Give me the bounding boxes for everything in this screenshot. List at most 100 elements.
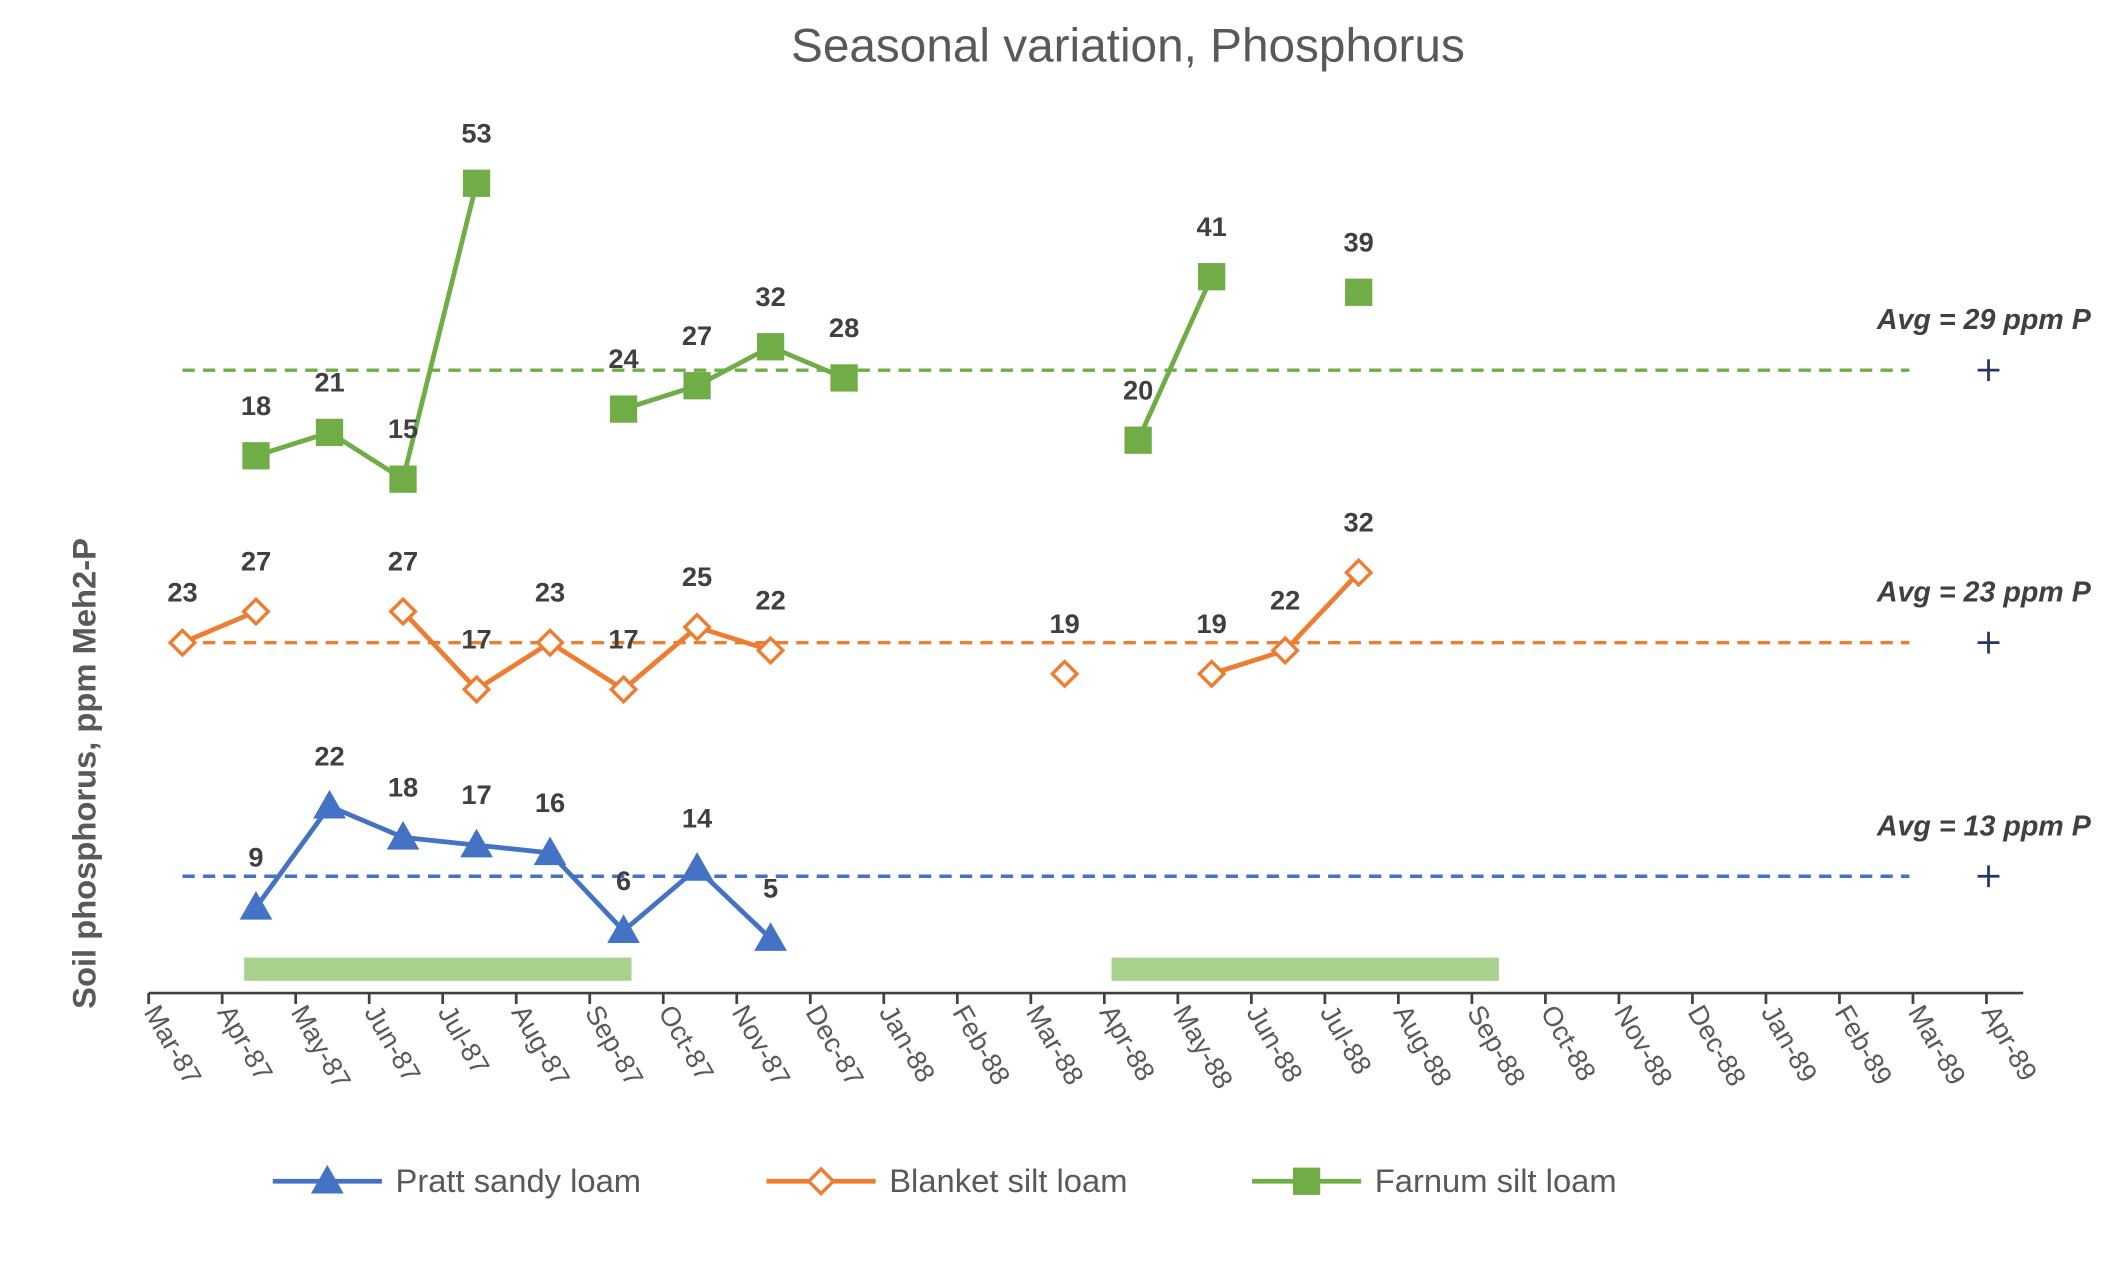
point <box>242 442 270 470</box>
legend-label: Blanket silt loam <box>889 1162 1127 1199</box>
point <box>535 627 565 658</box>
x-tick-label: Aug-88 <box>1388 1000 1459 1092</box>
point <box>462 169 491 197</box>
data-label: 16 <box>535 787 565 818</box>
data-label: 27 <box>682 320 712 351</box>
point <box>608 674 639 705</box>
data-label: 5 <box>763 873 778 904</box>
point <box>1343 557 1374 588</box>
point <box>167 627 198 658</box>
x-tick-label: Mar-88 <box>1020 1000 1090 1090</box>
chart-title: Seasonal variation, Phosphorus <box>791 20 1465 73</box>
x-tick-label: Apr-87 <box>212 1000 280 1086</box>
data-label: 22 <box>755 585 785 616</box>
x-tick-label: Oct-88 <box>1535 1000 1603 1086</box>
data-label: 6 <box>616 865 631 896</box>
data-label: 14 <box>682 803 713 834</box>
legend-marker <box>1292 1167 1321 1195</box>
point <box>241 596 271 627</box>
point <box>754 922 787 951</box>
x-tick-label: Dec-87 <box>800 1000 871 1092</box>
point <box>756 333 785 361</box>
data-label: 17 <box>461 779 491 810</box>
data-label: 28 <box>829 312 859 343</box>
y-axis-label: Soil phosphorus, ppm Meh2-P <box>65 538 102 1009</box>
point <box>315 418 344 447</box>
data-label: 32 <box>1344 507 1374 538</box>
x-tick-label: May-87 <box>285 1000 357 1094</box>
x-tick-label: Jan-89 <box>1755 1000 1824 1088</box>
legend-marker <box>310 1164 344 1194</box>
point <box>680 852 714 881</box>
point <box>1124 426 1152 454</box>
point <box>460 828 493 858</box>
average-marker <box>1977 359 2000 382</box>
data-label: 15 <box>388 413 418 444</box>
x-tick-label: Dec-88 <box>1682 1000 1753 1092</box>
point <box>388 596 418 627</box>
x-tick-label: Apr-89 <box>1976 1000 2044 1086</box>
point <box>533 836 567 866</box>
data-label: 19 <box>1196 608 1226 639</box>
data-label: 9 <box>248 841 263 872</box>
average-marker <box>1977 865 2000 888</box>
average-label: Avg = 29 ppm P <box>1876 304 2092 336</box>
x-tick-label: Feb-89 <box>1829 1000 1899 1090</box>
point <box>607 914 640 944</box>
data-label: 53 <box>461 117 491 148</box>
x-tick-label: Jun-87 <box>359 1000 428 1088</box>
x-tick-label: Feb-88 <box>947 1000 1017 1090</box>
x-tick-label: Nov-88 <box>1608 1000 1679 1092</box>
data-label: 17 <box>461 623 491 654</box>
point <box>1196 659 1227 689</box>
legend-label: Farnum silt loam <box>1375 1162 1617 1199</box>
x-tick-label: Mar-87 <box>138 1000 208 1090</box>
data-label: 24 <box>608 343 639 374</box>
point <box>830 364 858 392</box>
season-bar <box>244 957 632 981</box>
data-label: 27 <box>241 546 271 577</box>
data-label: 17 <box>608 623 638 654</box>
x-tick-label: May-88 <box>1167 1000 1239 1094</box>
data-label: 27 <box>388 546 418 577</box>
data-label: 22 <box>1270 585 1300 616</box>
x-tick-label: Jun-88 <box>1241 1000 1310 1088</box>
x-tick-label: Sep-87 <box>579 1000 650 1092</box>
x-tick-label: Aug-87 <box>506 1000 577 1092</box>
point <box>389 465 417 493</box>
average-marker <box>1977 631 2000 654</box>
data-label: 23 <box>535 577 565 608</box>
point <box>1198 263 1226 291</box>
x-tick-label: Mar-89 <box>1902 1000 1972 1090</box>
data-label: 39 <box>1344 226 1374 257</box>
legend-label: Pratt sandy loam <box>396 1162 642 1199</box>
data-label: 25 <box>682 561 712 592</box>
point <box>609 395 638 423</box>
average-label: Avg = 23 ppm P <box>1876 577 2092 609</box>
point <box>682 612 712 642</box>
point <box>461 674 492 705</box>
x-tick-label: Sep-88 <box>1461 1000 1532 1092</box>
legend-marker <box>806 1166 836 1196</box>
data-label: 21 <box>314 367 344 398</box>
point <box>683 372 711 400</box>
data-label: 20 <box>1123 374 1153 405</box>
series-line <box>256 183 1359 479</box>
point <box>239 891 273 920</box>
x-tick-label: Oct-87 <box>653 1000 721 1086</box>
point <box>1345 278 1373 306</box>
point <box>1270 635 1300 666</box>
point <box>1049 659 1080 689</box>
x-tick-label: Nov-87 <box>726 1000 797 1092</box>
data-label: 19 <box>1049 608 1079 639</box>
data-label: 18 <box>241 390 271 421</box>
x-tick-label: Jul-88 <box>1314 1000 1378 1080</box>
season-bar <box>1111 957 1499 981</box>
data-label: 22 <box>314 740 344 771</box>
x-tick-label: Jan-88 <box>873 1000 942 1088</box>
point <box>755 635 786 666</box>
average-label: Avg = 13 ppm P <box>1876 810 2092 842</box>
point <box>386 820 420 850</box>
data-label: 41 <box>1196 211 1226 242</box>
